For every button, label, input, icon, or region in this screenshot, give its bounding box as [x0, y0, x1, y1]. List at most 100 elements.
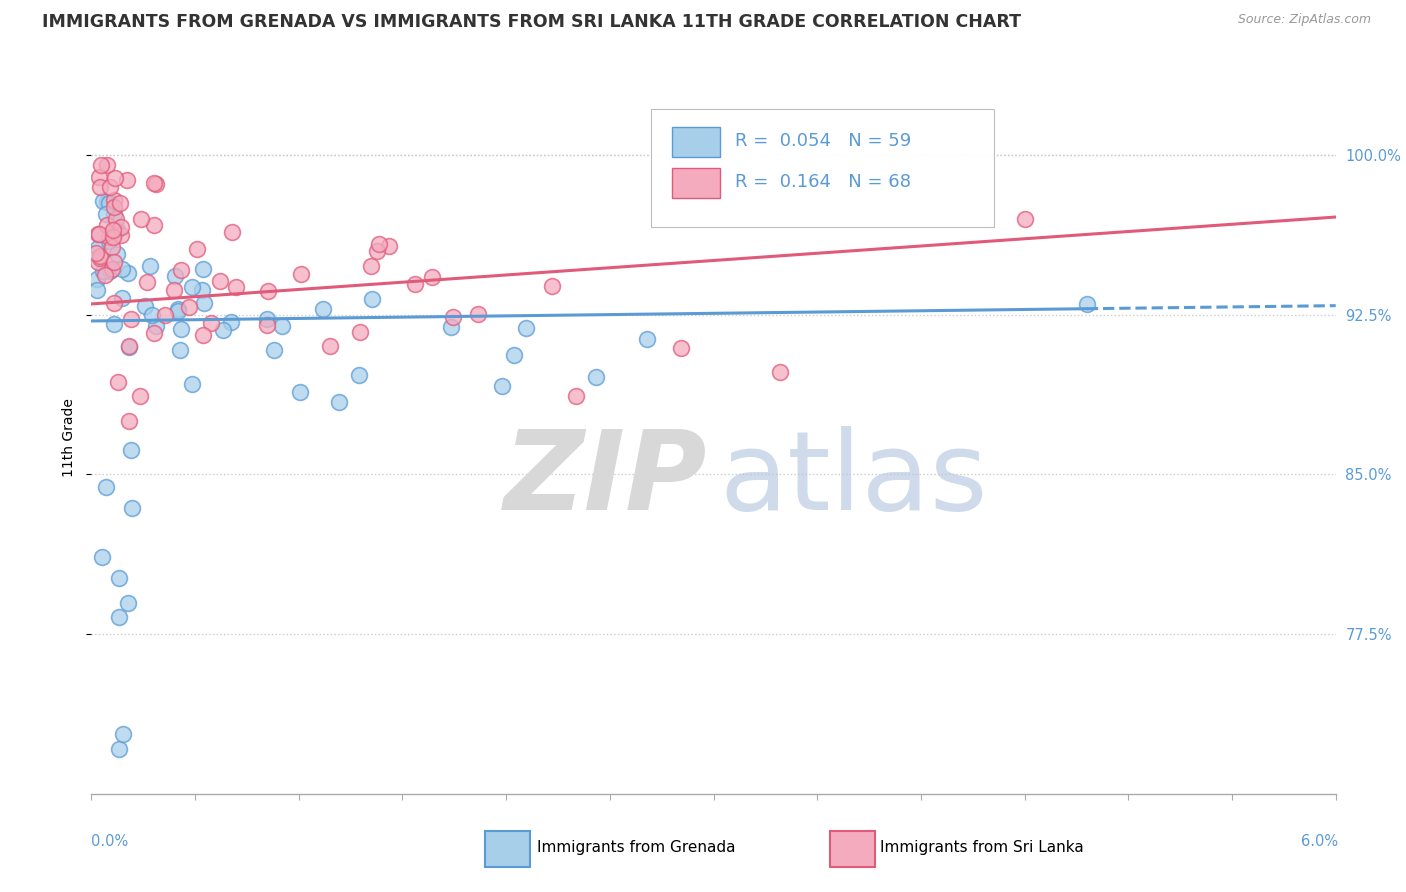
- Point: [636, 332, 658, 346]
- Text: 0.0%: 0.0%: [91, 834, 128, 849]
- Point: [104, 170, 127, 185]
- Text: R =  0.164   N = 68: R = 0.164 N = 68: [735, 173, 911, 191]
- Point: [105, 246, 128, 260]
- Text: ZIP: ZIP: [503, 426, 707, 533]
- Point: [515, 321, 537, 335]
- Point: [118, 340, 141, 354]
- Point: [134, 299, 156, 313]
- Point: [290, 384, 312, 399]
- Point: [163, 283, 186, 297]
- Point: [167, 301, 190, 316]
- Point: [93, 268, 115, 282]
- Point: [87, 227, 110, 241]
- Bar: [672, 168, 720, 198]
- Point: [225, 280, 247, 294]
- Point: [221, 225, 243, 239]
- Point: [139, 259, 162, 273]
- Point: [111, 291, 134, 305]
- Point: [108, 196, 131, 211]
- Point: [89, 249, 111, 263]
- Text: Immigrants from Grenada: Immigrants from Grenada: [537, 840, 735, 855]
- Point: [121, 501, 143, 516]
- Point: [115, 173, 138, 187]
- Point: [110, 228, 132, 243]
- Point: [120, 443, 142, 458]
- Point: [135, 276, 157, 290]
- Bar: [485, 831, 530, 867]
- Point: [90, 158, 112, 172]
- Point: [84, 246, 107, 260]
- Point: [191, 327, 214, 342]
- Point: [502, 348, 524, 362]
- Point: [441, 310, 464, 324]
- Point: [671, 341, 693, 355]
- Point: [169, 343, 191, 358]
- Point: [143, 326, 166, 341]
- Point: [440, 319, 463, 334]
- Point: [328, 394, 350, 409]
- Point: [143, 176, 166, 190]
- Point: [191, 283, 214, 297]
- Point: [91, 264, 114, 278]
- Point: [98, 264, 121, 278]
- Point: [101, 240, 124, 254]
- Point: [420, 270, 443, 285]
- Point: [86, 283, 108, 297]
- Point: [101, 229, 124, 244]
- Point: [143, 218, 166, 232]
- Point: [103, 255, 125, 269]
- Point: [103, 228, 125, 243]
- Point: [167, 303, 190, 318]
- Point: [108, 742, 131, 756]
- Point: [86, 272, 108, 286]
- Point: [200, 316, 222, 330]
- Point: [108, 571, 131, 585]
- Point: [404, 277, 426, 292]
- Point: [467, 307, 489, 321]
- Point: [1076, 297, 1098, 311]
- Point: [108, 610, 131, 624]
- Point: [129, 212, 152, 227]
- Point: [89, 179, 111, 194]
- Point: [103, 223, 125, 237]
- Point: [349, 325, 371, 339]
- Point: [361, 292, 384, 306]
- Point: [180, 376, 202, 391]
- Point: [112, 726, 135, 740]
- Point: [221, 315, 243, 329]
- Point: [87, 169, 110, 184]
- Point: [103, 296, 125, 310]
- Point: [107, 375, 129, 389]
- Text: Immigrants from Sri Lanka: Immigrants from Sri Lanka: [880, 840, 1084, 855]
- Point: [212, 323, 235, 337]
- Point: [378, 239, 401, 253]
- Point: [104, 211, 127, 226]
- Point: [360, 259, 382, 273]
- Point: [256, 311, 278, 326]
- Point: [94, 479, 117, 493]
- Point: [209, 274, 232, 288]
- Point: [90, 550, 112, 565]
- Point: [318, 339, 340, 353]
- Point: [290, 267, 312, 281]
- Point: [103, 206, 125, 220]
- Text: IMMIGRANTS FROM GRENADA VS IMMIGRANTS FROM SRI LANKA 11TH GRADE CORRELATION CHAR: IMMIGRANTS FROM GRENADA VS IMMIGRANTS FR…: [42, 13, 1021, 31]
- Point: [87, 255, 110, 269]
- Point: [170, 322, 193, 336]
- Point: [103, 200, 125, 214]
- Point: [163, 268, 186, 283]
- Point: [256, 318, 278, 332]
- Point: [118, 339, 141, 353]
- Point: [87, 227, 110, 242]
- Point: [170, 263, 193, 277]
- Point: [118, 414, 141, 428]
- Point: [541, 278, 564, 293]
- Point: [103, 193, 125, 207]
- Point: [117, 266, 139, 280]
- Point: [120, 312, 142, 326]
- Point: [96, 158, 118, 172]
- Point: [181, 280, 204, 294]
- Text: R =  0.054   N = 59: R = 0.054 N = 59: [735, 132, 911, 150]
- Point: [193, 296, 215, 310]
- Point: [312, 301, 335, 316]
